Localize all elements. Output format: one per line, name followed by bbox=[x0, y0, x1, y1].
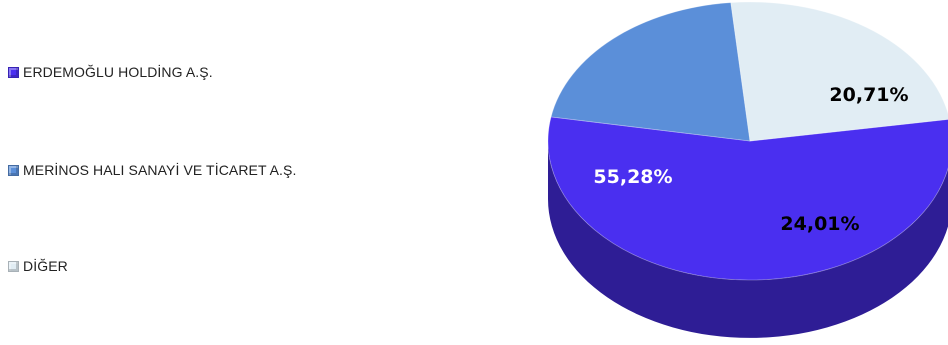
pie-value-label-erdemoglu: 55,28% bbox=[593, 166, 672, 188]
legend-label-erdemoglu: ERDEMOĞLU HOLDİNG A.Ş. bbox=[23, 64, 213, 80]
pie-slice-diger bbox=[730, 1, 948, 142]
legend-item-diger: DİĞER bbox=[8, 258, 68, 274]
pie-side-erdemoglu bbox=[548, 141, 948, 338]
pie-value-label-merinos: 20,71% bbox=[829, 84, 908, 106]
pie-value-label-diger: 24,01% bbox=[780, 213, 859, 235]
legend-swatch-erdemoglu bbox=[8, 66, 19, 78]
legend-swatch-merinos bbox=[8, 164, 19, 176]
legend-swatch-diger bbox=[8, 260, 19, 272]
legend-label-merinos: MERİNOS HALI SANAYİ VE TİCARET A.Ş. bbox=[23, 162, 297, 178]
pie-slice-erdemoglu bbox=[547, 116, 948, 281]
pie-slice-merinos bbox=[550, 2, 751, 142]
legend-item-merinos: MERİNOS HALI SANAYİ VE TİCARET A.Ş. bbox=[8, 162, 296, 178]
legend-item-erdemoglu: ERDEMOĞLU HOLDİNG A.Ş. bbox=[8, 64, 213, 80]
legend-label-diger: DİĞER bbox=[23, 258, 68, 274]
chart-legend: ERDEMOĞLU HOLDİNG A.Ş. MERİNOS HALI SANA… bbox=[8, 0, 438, 345]
